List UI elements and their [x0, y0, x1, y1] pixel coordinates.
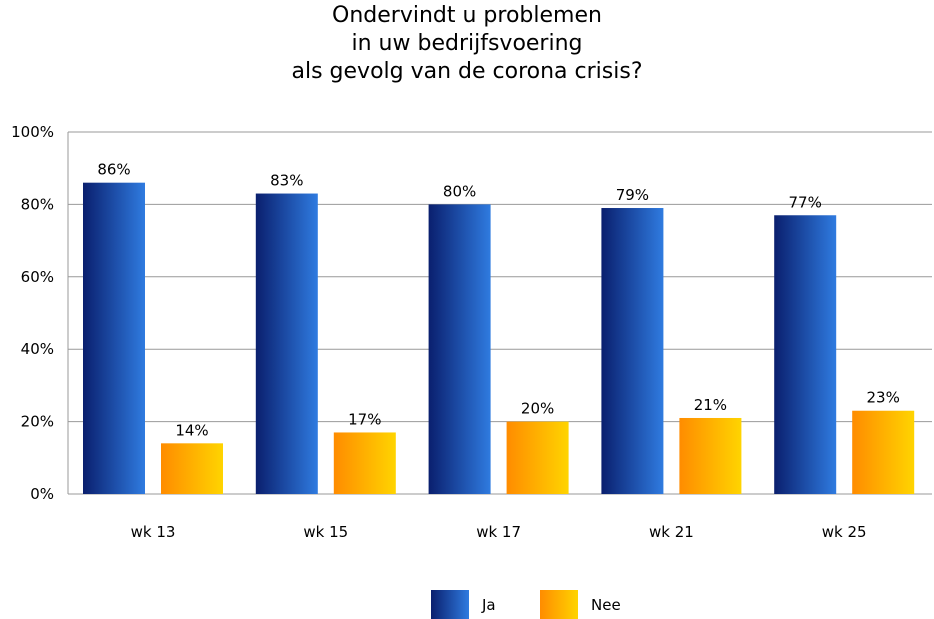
- x-tick-label: wk 21: [649, 523, 694, 541]
- y-tick-label: 100%: [11, 123, 54, 141]
- bar-ja: [255, 193, 318, 495]
- bar-nee: [679, 417, 742, 494]
- bar-nee: [161, 443, 223, 494]
- data-label: 23%: [867, 389, 900, 407]
- legend-label-nee: Nee: [591, 596, 621, 614]
- legend-label-ja: Ja: [481, 596, 496, 614]
- chart-title-line-1: Ondervindt u problemen: [332, 3, 602, 28]
- y-tick-label: 0%: [30, 485, 54, 503]
- chart-title-line-2: in uw bedrijfsvoering: [351, 31, 583, 56]
- y-tick-label: 60%: [21, 268, 54, 286]
- y-tick-label: 80%: [21, 195, 54, 213]
- x-tick-label: wk 17: [476, 523, 521, 541]
- y-tick-label: 20%: [21, 413, 54, 431]
- legend-swatch-ja: [431, 590, 469, 619]
- bar-ja: [428, 204, 491, 494]
- x-tick-label: wk 15: [303, 523, 348, 541]
- legend: Ja Nee: [431, 590, 621, 619]
- bar-nee: [506, 421, 569, 494]
- x-tick-label: wk 25: [822, 523, 867, 541]
- data-label: 79%: [616, 186, 649, 204]
- y-axis-tick-labels: 0% 20% 40% 60% 80% 100%: [11, 123, 54, 503]
- data-label: 77%: [789, 193, 822, 211]
- data-label: 21%: [694, 396, 727, 414]
- data-label: 83%: [270, 172, 303, 190]
- legend-swatch-nee: [540, 590, 578, 619]
- bar-ja: [83, 182, 145, 494]
- bar-nee: [333, 432, 396, 494]
- bars: [83, 182, 915, 495]
- data-label: 80%: [443, 182, 476, 200]
- bar-nee: [852, 410, 915, 494]
- x-axis-tick-labels: wk 13 wk 15 wk 17 wk 21 wk 25: [131, 523, 867, 541]
- bar-ja: [774, 215, 837, 494]
- chart-title: Ondervindt u problemen in uw bedrijfsvoe…: [0, 2, 934, 86]
- chart-title-line-3: als gevolg van de corona crisis?: [291, 59, 643, 84]
- x-tick-label: wk 13: [131, 523, 176, 541]
- data-labels: 86% 14% 83% 17% 80% 20% 79% 21% 77% 23%: [97, 161, 900, 440]
- data-label: 17%: [348, 410, 381, 428]
- data-label: 86%: [97, 161, 130, 179]
- bar-ja: [601, 208, 664, 494]
- data-label: 20%: [521, 400, 554, 418]
- data-label: 14%: [175, 421, 208, 439]
- y-tick-label: 40%: [21, 340, 54, 358]
